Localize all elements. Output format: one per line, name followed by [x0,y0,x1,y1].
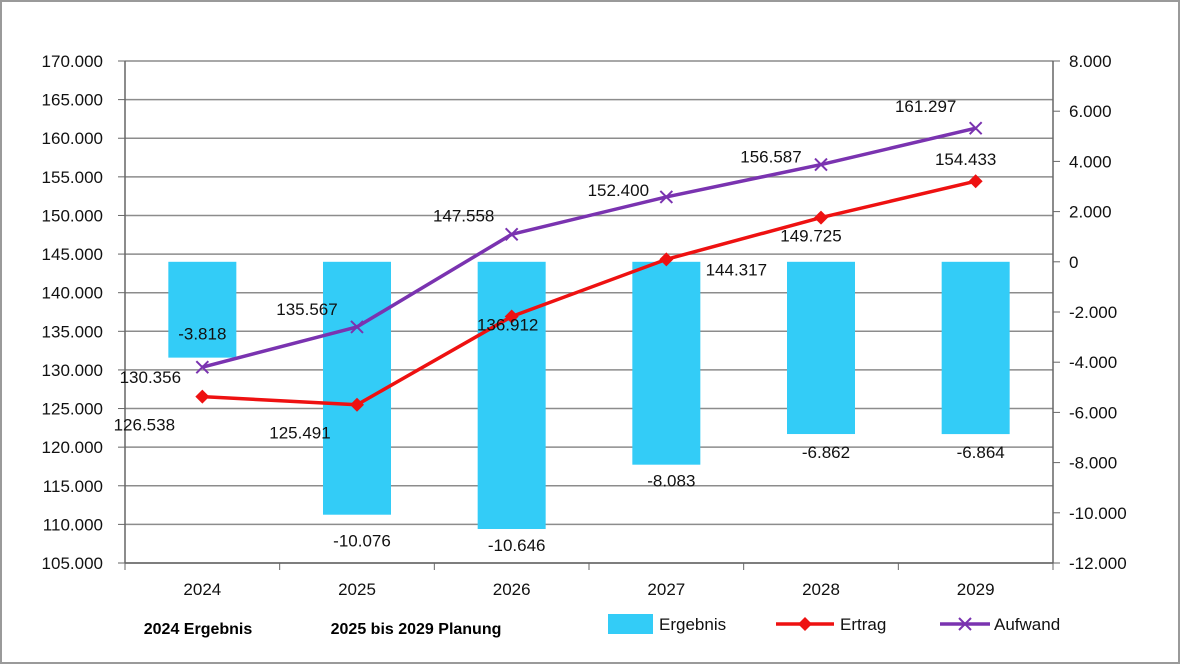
y-left-tick-label: 105.000 [42,554,103,573]
bottom-note: 2024 Ergebnis [144,621,253,638]
data-label-ertrag: 136.912 [477,316,538,335]
point-ertrag [350,397,364,412]
point-ertrag [195,389,210,404]
legend-label-ergebnis: Ergebnis [659,615,726,634]
data-label-ergebnis: -8.083 [647,472,695,491]
point-aufwand [814,157,828,172]
data-label-ertrag: 144.317 [706,260,767,279]
data-label-ertrag: 126.538 [114,416,175,435]
bar-ergebnis [632,261,701,465]
y-right-tick-label: 4.000 [1069,152,1112,171]
x-tick-label: 2024 [183,580,221,599]
data-label-aufwand: 156.587 [740,148,801,167]
bar-ergebnis [787,261,855,435]
data-label-aufwand: 147.558 [433,206,494,225]
data-label-aufwand: 130.356 [120,368,181,387]
series-line-aufwand [201,126,977,369]
y-left-tick-label: 130.000 [42,361,103,380]
y-left-tick-label: 135.000 [42,322,103,341]
x-tick-label: 2025 [338,580,376,599]
legend-label-ertrag: Ertrag [840,615,886,634]
bar-ergebnis [323,261,391,515]
data-label-ergebnis: -6.862 [802,443,850,462]
bar-ergebnis [941,261,1010,435]
data-label-ertrag: 149.725 [780,227,841,246]
y-left-tick-label: 150.000 [42,206,103,225]
point-ertrag [504,309,519,324]
x-tick-label: 2027 [647,580,685,599]
y-left-tick-label: 155.000 [42,168,103,187]
data-label-ergebnis: -3.818 [178,325,226,344]
y-right-tick-label: 0 [1069,253,1078,272]
y-left-tick-label: 170.000 [42,52,103,71]
y-right-tick-label: 6.000 [1069,102,1112,121]
data-label-ertrag: 154.433 [935,150,996,169]
y-right-tick-label: -6.000 [1069,403,1117,422]
x-tick-label: 2026 [493,580,531,599]
legend-label-aufwand: Aufwand [994,615,1060,634]
bar-ergebnis [477,261,546,530]
y-left-tick-label: 110.000 [43,515,103,534]
y-right-tick-label: 2.000 [1069,203,1112,222]
data-label-ertrag: 125.491 [269,424,330,443]
point-ertrag [814,210,828,225]
y-left-tick-label: 125.000 [42,400,103,419]
y-left-tick-label: 140.000 [42,284,103,303]
point-aufwand [350,320,364,334]
data-label-aufwand: 161.297 [895,97,956,116]
data-label-ergebnis: -10.076 [333,532,391,551]
y-right-tick-label: 8.000 [1069,52,1112,71]
legend-marker-aufwand [958,617,972,631]
legend-marker-ertrag [798,617,812,631]
data-label-ergebnis: -10.646 [488,536,546,555]
y-right-tick-label: -4.000 [1069,353,1117,372]
point-ertrag [659,252,674,267]
y-left-tick-label: 120.000 [42,438,103,457]
data-label-aufwand: 135.567 [276,300,337,319]
series-line-ertrag [202,179,977,407]
y-right-tick-label: -2.000 [1069,303,1117,322]
y-right-tick-label: -8.000 [1069,454,1117,473]
y-right-tick-label: -10.000 [1069,504,1127,523]
y-left-tick-label: 145.000 [42,245,103,264]
point-aufwand [504,227,519,242]
x-tick-label: 2028 [802,580,840,599]
point-aufwand [659,190,674,204]
y-left-tick-label: 165.000 [42,91,103,110]
y-left-tick-label: 115.000 [43,477,103,496]
y-right-tick-label: -12.000 [1069,554,1127,573]
bar-ergebnis [168,261,237,358]
point-aufwand [968,121,983,135]
x-tick-label: 2029 [957,580,995,599]
point-ertrag [968,174,983,189]
data-label-ergebnis: -6.864 [957,443,1005,462]
legend-swatch-ergebnis [608,614,653,634]
y-left-tick-label: 160.000 [42,129,103,148]
bottom-note: 2025 bis 2029 Planung [331,621,502,638]
point-aufwand [195,360,210,374]
data-label-aufwand: 152.400 [588,181,649,200]
